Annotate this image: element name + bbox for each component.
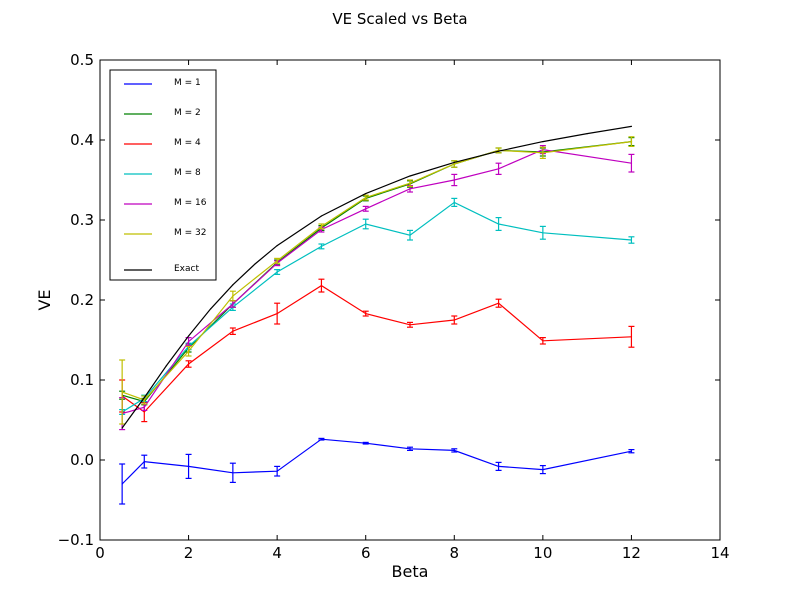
series-line-6 (121, 125, 632, 429)
error-bar (628, 449, 635, 454)
error-bar (628, 325, 635, 348)
legend-label: M = 4 (174, 138, 201, 148)
legend-label: M = 16 (174, 198, 207, 208)
data-point (232, 284, 234, 286)
error-bar (495, 217, 502, 231)
error-bar (185, 337, 192, 347)
data-point (630, 125, 633, 127)
series-line-3 (121, 201, 632, 413)
error-bar (495, 162, 502, 175)
error-bar (274, 302, 281, 325)
x-tick-label: 14 (710, 544, 729, 562)
x-tick-label: 0 (95, 544, 105, 562)
error-bar (229, 290, 236, 302)
y-tick-label: 0.5 (70, 51, 94, 69)
error-bar (119, 359, 126, 425)
error-bar (141, 454, 148, 469)
x-tick-label: 8 (450, 544, 460, 562)
error-bar (451, 448, 458, 453)
data-point (276, 245, 278, 247)
legend-label: M = 2 (174, 108, 201, 118)
error-bar (185, 360, 192, 368)
data-point (586, 133, 588, 135)
data-point (121, 427, 123, 429)
error-bar (495, 298, 502, 308)
legend-label: M = 8 (174, 168, 201, 178)
error-bar (539, 465, 546, 475)
y-tick-label: 0.2 (70, 291, 94, 309)
error-bar (318, 278, 325, 293)
error-bar (362, 205, 369, 212)
data-point (143, 397, 145, 399)
error-bar (185, 453, 192, 479)
series-line-0 (121, 438, 632, 485)
error-bar (451, 197, 458, 207)
error-bar (362, 310, 369, 317)
error-bar (495, 147, 502, 154)
y-tick-label: −0.1 (58, 531, 94, 549)
data-point (542, 141, 544, 143)
error-bar (362, 218, 369, 230)
x-tick-label: 12 (622, 544, 641, 562)
error-bar (318, 223, 325, 230)
error-bar (628, 153, 635, 173)
x-tick-label: 10 (533, 544, 552, 562)
legend: M = 1 M = 2 M = 4 M = 8 M = 16 M = 32 Exact (109, 69, 217, 281)
x-tick-label: 2 (184, 544, 194, 562)
error-bar (628, 236, 635, 244)
error-bar (318, 437, 325, 441)
x-axis-label: Beta (392, 562, 429, 581)
plot-area (119, 125, 635, 505)
data-point (320, 215, 323, 217)
error-bar (185, 345, 192, 357)
legend-label: Exact (174, 264, 199, 274)
error-bar (229, 327, 236, 335)
data-point (254, 263, 256, 265)
error-bar (451, 315, 458, 325)
error-bar (407, 321, 413, 328)
error-bar (229, 462, 236, 483)
x-tick-label: 4 (272, 544, 282, 562)
error-bar (628, 136, 635, 147)
error-bar (119, 463, 126, 505)
error-bar (274, 465, 281, 477)
x-tick-label: 6 (361, 544, 371, 562)
error-bar (539, 225, 546, 240)
legend-label: M = 32 (174, 228, 206, 238)
data-point (187, 335, 190, 337)
error-bar (407, 446, 413, 451)
series-line-5 (121, 141, 632, 401)
error-bar (495, 461, 502, 471)
error-bar (362, 441, 369, 445)
series-line-4 (121, 148, 632, 415)
legend-box (109, 69, 217, 281)
y-tick-label: 0.0 (70, 451, 94, 469)
data-point (210, 308, 212, 310)
error-bar (274, 257, 281, 264)
error-bar (318, 243, 325, 250)
error-bar (539, 146, 546, 159)
y-axis-label: VE (35, 289, 54, 310)
data-point (453, 161, 455, 163)
error-bar (407, 179, 413, 187)
legend-label: M = 1 (174, 78, 201, 88)
data-point (365, 193, 367, 195)
y-tick-label: 0.3 (70, 211, 94, 229)
axis-ticks: 0 2 4 6 8 10 12 14 −0.1 0.0 0.1 0.2 0.3 0.4 0.5 (58, 51, 730, 562)
error-bar (274, 269, 281, 275)
data-point (165, 365, 168, 367)
data-point (409, 175, 411, 177)
error-bar (539, 337, 546, 345)
y-tick-label: 0.1 (70, 371, 94, 389)
error-bar (407, 229, 413, 241)
series-line-2 (121, 284, 632, 413)
chart-title: VE Scaled vs Beta (332, 10, 467, 28)
data-point (497, 150, 500, 152)
y-tick-label: 0.4 (70, 131, 94, 149)
error-bar (451, 173, 458, 187)
